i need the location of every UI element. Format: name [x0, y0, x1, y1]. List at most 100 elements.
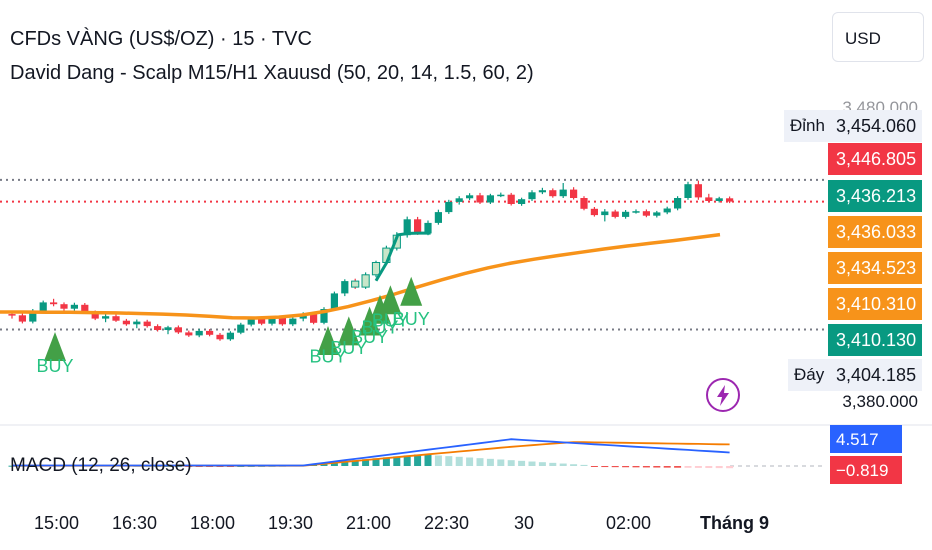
candle-body	[570, 189, 578, 198]
candle	[154, 324, 162, 332]
candle-body	[538, 190, 546, 193]
buy-arrow	[400, 276, 423, 306]
macd-histogram-value: −0.819	[830, 456, 902, 484]
candle	[538, 187, 546, 195]
macd-histogram-bar	[705, 466, 713, 469]
candle	[570, 187, 578, 200]
low-tag: Đáy	[788, 359, 828, 391]
macd-histogram-bar	[694, 466, 702, 468]
candle-body	[226, 332, 234, 340]
candle-body	[164, 327, 172, 330]
candle-body	[694, 184, 702, 198]
candle	[122, 318, 130, 326]
macd-histogram-bar	[601, 466, 609, 468]
lightning-icon[interactable]	[706, 378, 740, 412]
buy-arrow	[337, 316, 360, 346]
currency-button[interactable]: USD	[832, 12, 924, 62]
candle	[351, 278, 360, 289]
price-label-ema-3: 3,410.310	[828, 288, 922, 320]
macd-histogram-bar	[580, 464, 588, 466]
macd-histogram-bar	[403, 455, 411, 466]
candle-body	[622, 211, 630, 217]
candle-body	[611, 211, 619, 217]
macd-histogram-bar	[362, 459, 370, 466]
time-tick: 02:00	[606, 513, 652, 533]
candle	[726, 196, 734, 204]
candle-body	[18, 315, 26, 322]
candle	[476, 192, 484, 204]
buy-arrow	[379, 285, 402, 315]
price-label-support: 3,410.130	[828, 324, 922, 356]
macd-histogram-bar	[538, 462, 546, 466]
candle-body	[112, 316, 120, 321]
candle	[330, 291, 338, 311]
candle	[549, 188, 557, 198]
candle	[185, 330, 193, 337]
price-label-trail: 3,436.213	[828, 180, 922, 212]
candle-body	[174, 327, 182, 333]
candle-body	[466, 195, 474, 199]
candle-body	[278, 318, 286, 325]
candle	[70, 302, 78, 311]
high-tag: Đỉnh	[784, 110, 828, 142]
candle	[497, 192, 505, 198]
candle-body	[632, 211, 640, 213]
candle-body	[351, 280, 360, 288]
candle	[507, 192, 515, 206]
time-tick-month: Tháng 9	[700, 513, 770, 533]
candle	[601, 209, 609, 222]
price-label-last: 3,446.805	[828, 143, 922, 175]
candle-body	[424, 222, 432, 234]
price-label-ema-2: 3,434.523	[828, 252, 922, 284]
candle	[195, 328, 203, 338]
candle	[715, 196, 723, 203]
macd-histogram-bar	[466, 457, 474, 466]
macd-histogram-bar	[424, 454, 432, 466]
time-tick: 15:00	[34, 513, 80, 533]
candle	[559, 183, 567, 198]
candle-body	[206, 330, 214, 335]
candle-body	[674, 198, 682, 209]
time-tick: 30	[514, 513, 535, 533]
candle-body	[341, 281, 349, 294]
candle-body	[486, 195, 494, 203]
candle	[112, 314, 120, 322]
candle-body	[185, 332, 193, 336]
macd-histogram-bar	[570, 464, 578, 466]
candle-body	[455, 198, 463, 202]
candle	[580, 196, 588, 211]
candle	[590, 207, 598, 217]
candle	[705, 193, 713, 203]
macd-histogram-bar	[622, 466, 630, 468]
candle-body	[361, 274, 370, 288]
candle	[653, 210, 661, 218]
candle-body	[528, 192, 536, 200]
candle-body	[237, 324, 245, 333]
candle-body	[518, 199, 526, 204]
macd-histogram-bar	[351, 460, 359, 466]
candle	[684, 181, 692, 200]
candle	[528, 190, 536, 201]
candle-body	[195, 330, 203, 336]
macd-histogram-bar	[528, 461, 536, 466]
buy-label: BUY	[372, 310, 409, 330]
candle-body	[102, 316, 110, 319]
candle-body	[216, 334, 224, 340]
candle-body	[70, 304, 78, 309]
candle-body	[476, 195, 484, 203]
macd-histogram-bar	[330, 462, 338, 466]
macd-histogram-bar	[476, 458, 484, 466]
macd-histogram-bar	[341, 461, 349, 466]
macd-histogram-bar	[611, 466, 619, 468]
candle	[371, 260, 381, 278]
candle-body	[705, 197, 713, 201]
candle	[206, 329, 214, 337]
macd-histogram-bar	[382, 457, 390, 466]
macd-histogram-bar	[726, 466, 734, 469]
time-tick: 22:30	[424, 513, 470, 533]
buy-label: BUY	[361, 318, 398, 338]
buy-arrow	[369, 294, 391, 324]
indicator-title: David Dang - Scalp M15/H1 Xauusd (50, 20…	[10, 62, 534, 84]
candle-body	[434, 212, 442, 223]
